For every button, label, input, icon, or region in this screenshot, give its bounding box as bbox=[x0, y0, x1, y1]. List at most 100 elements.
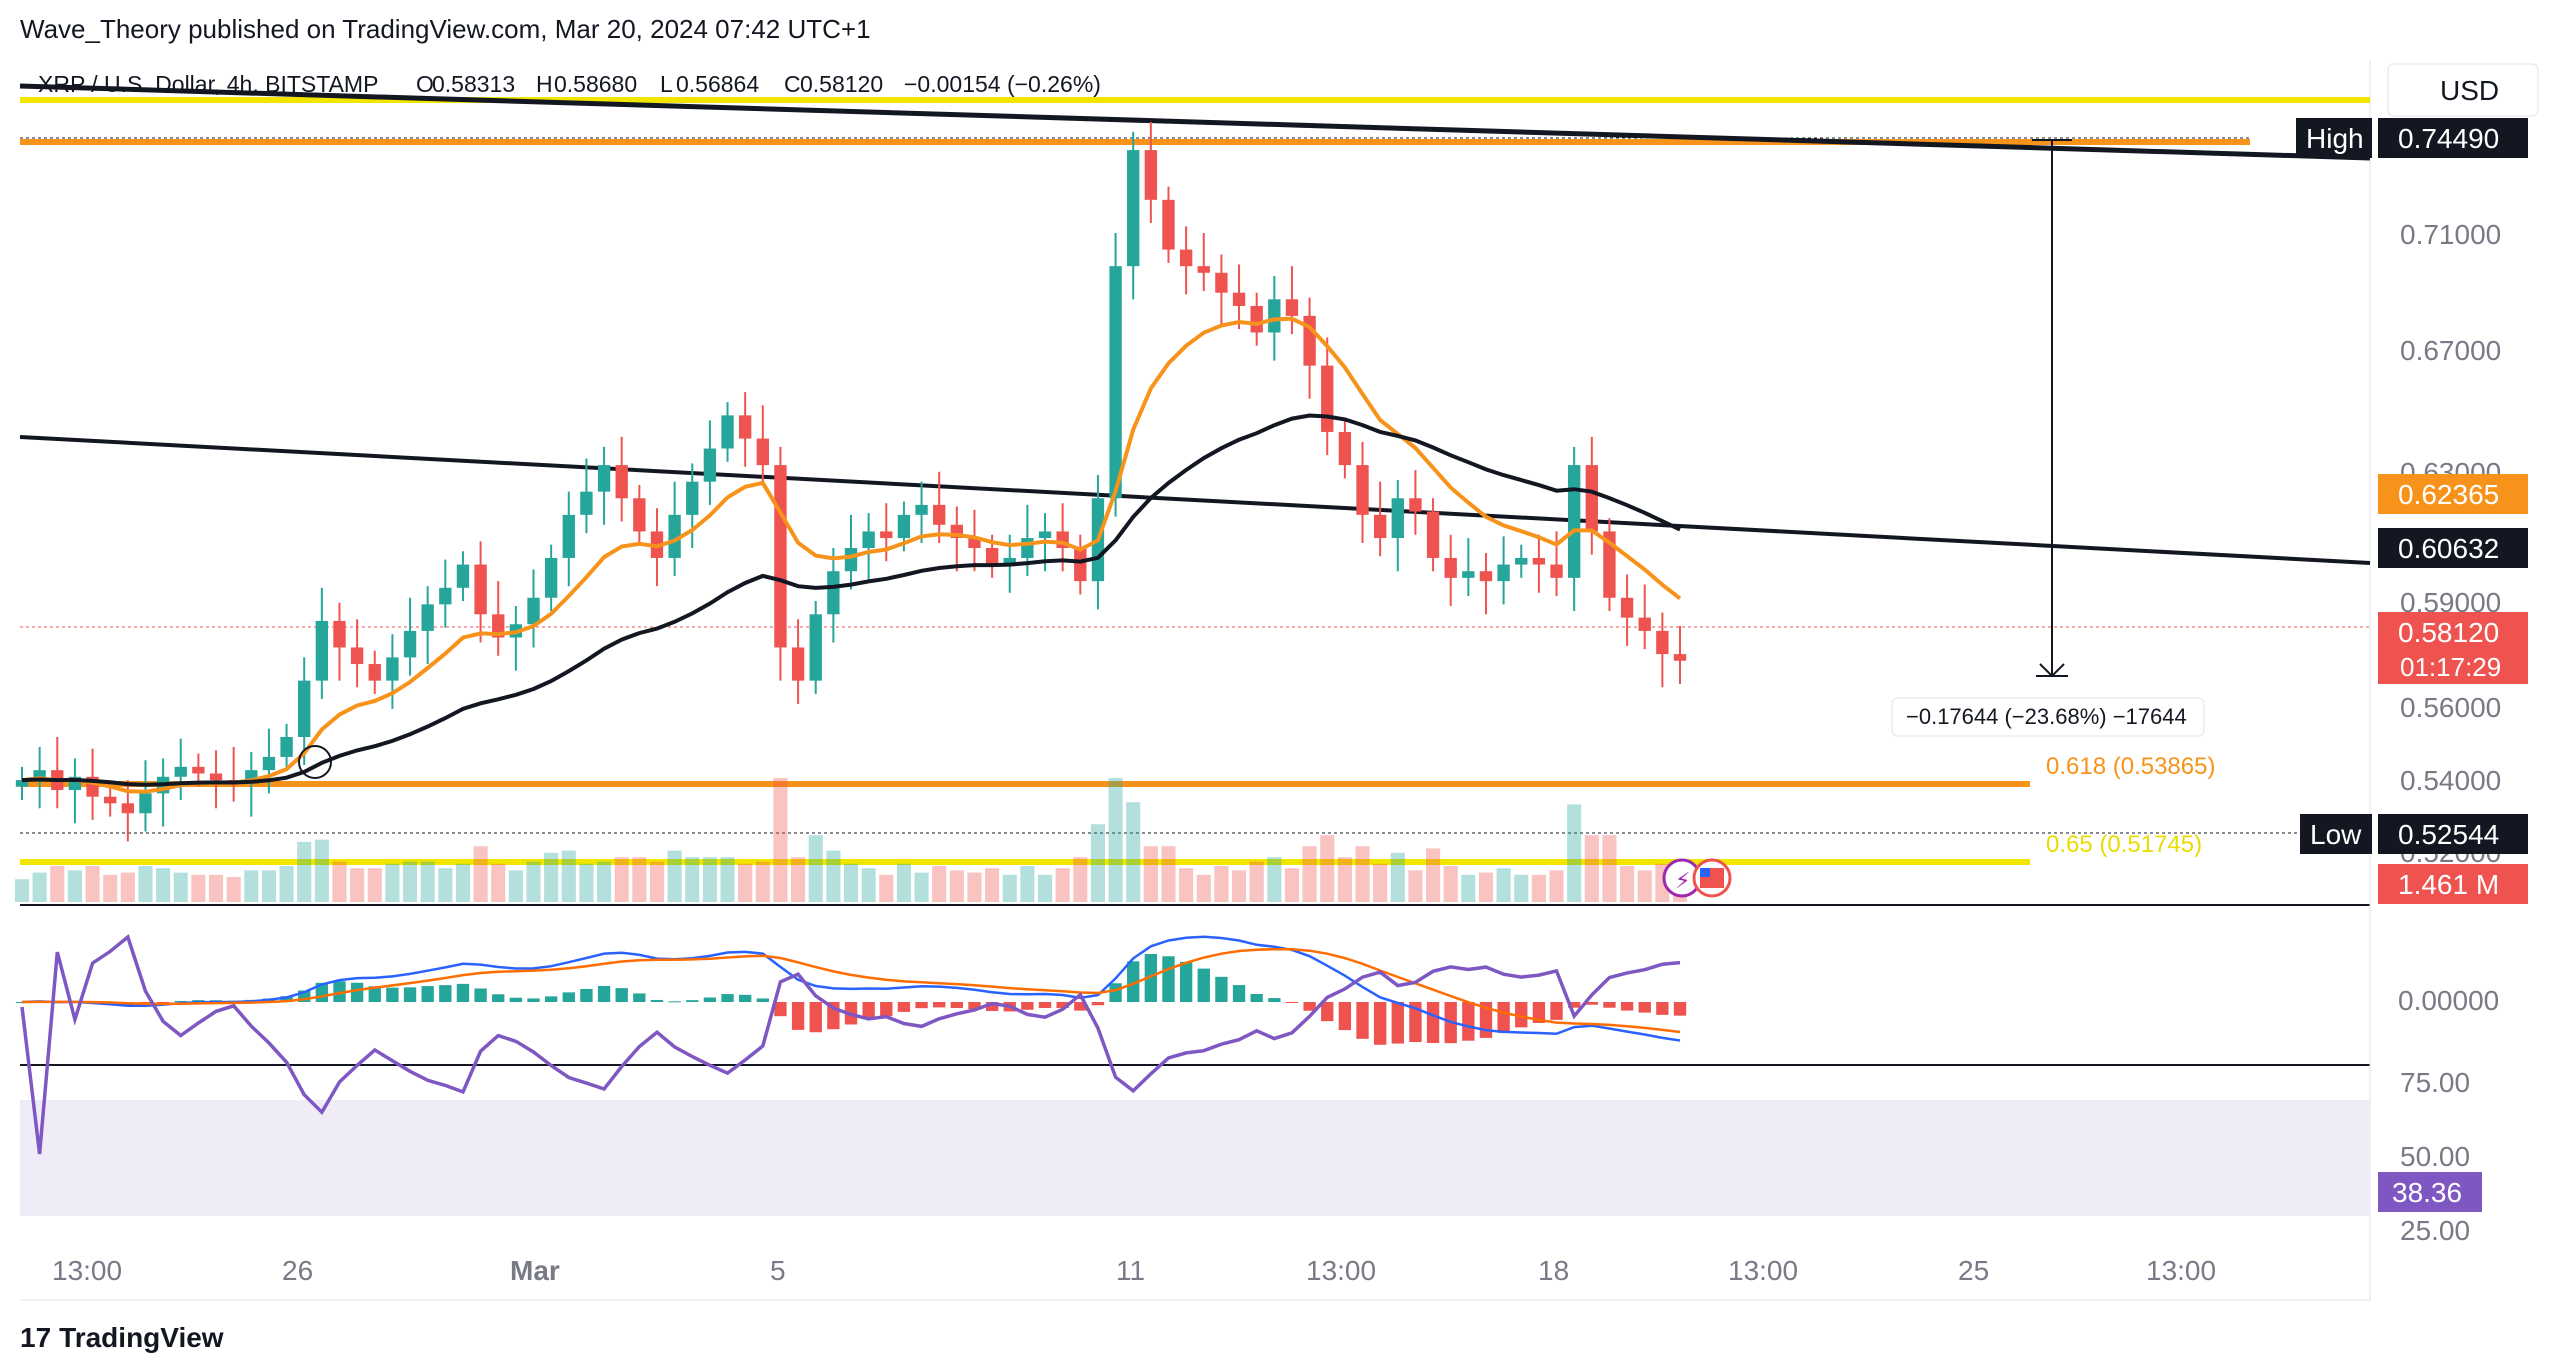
candle-body[interactable] bbox=[1074, 548, 1087, 582]
candle-body[interactable] bbox=[15, 780, 29, 787]
candle-body[interactable] bbox=[703, 448, 717, 482]
candle-body[interactable] bbox=[738, 415, 752, 439]
candle-body[interactable] bbox=[1673, 654, 1687, 661]
candle-body[interactable] bbox=[280, 737, 293, 757]
upper-trendline[interactable] bbox=[19, 83, 2371, 161]
candle-body[interactable] bbox=[721, 415, 734, 449]
candle-body[interactable] bbox=[1356, 465, 1369, 515]
candle-body[interactable] bbox=[33, 770, 46, 781]
candlesticks[interactable] bbox=[15, 121, 1687, 842]
candle-body[interactable] bbox=[209, 773, 223, 781]
macd-hist-bar bbox=[1038, 1002, 1052, 1008]
macd-hist-bar bbox=[985, 1002, 999, 1011]
macd-hist-bar bbox=[1179, 961, 1193, 1002]
candle-body[interactable] bbox=[1603, 531, 1616, 598]
macd-hist-bar bbox=[1515, 1002, 1528, 1028]
candle-body[interactable] bbox=[1268, 299, 1281, 333]
candle-body[interactable] bbox=[1109, 266, 1122, 499]
candle-body[interactable] bbox=[439, 587, 452, 605]
middle-trendline[interactable] bbox=[19, 435, 2371, 565]
candle-body[interactable] bbox=[1144, 150, 1158, 200]
candle-body[interactable] bbox=[1479, 571, 1493, 582]
candle-body[interactable] bbox=[580, 491, 593, 515]
currency-button[interactable] bbox=[2387, 63, 2539, 117]
macd-hist-bar bbox=[580, 988, 593, 1002]
candle-body[interactable] bbox=[421, 604, 434, 631]
candle-body[interactable] bbox=[1215, 272, 1228, 293]
candle-body[interactable] bbox=[756, 438, 769, 466]
candle-body[interactable] bbox=[1426, 511, 1440, 558]
candle-body[interactable] bbox=[1162, 199, 1175, 250]
volume-bar bbox=[1426, 848, 1441, 902]
candle-body[interactable] bbox=[915, 504, 928, 515]
candle-body[interactable] bbox=[333, 620, 346, 648]
candle-body[interactable] bbox=[597, 465, 611, 492]
candle-body[interactable] bbox=[1373, 514, 1387, 539]
candle-body[interactable] bbox=[1003, 557, 1016, 565]
candle-body[interactable] bbox=[897, 514, 911, 539]
price-axis[interactable]: 0.71000 0.67000 0.63000 0.59000 0.56000 … bbox=[2398, 219, 2501, 1246]
candle-body[interactable] bbox=[1585, 465, 1598, 532]
candle-body[interactable] bbox=[1021, 538, 1034, 558]
candle-body[interactable] bbox=[809, 614, 822, 681]
candle-body[interactable] bbox=[403, 630, 417, 658]
candle-body[interactable] bbox=[1550, 564, 1563, 578]
candle-body[interactable] bbox=[474, 564, 487, 615]
candle-body[interactable] bbox=[1038, 531, 1052, 539]
candle-body[interactable] bbox=[880, 531, 893, 539]
candle-body[interactable] bbox=[1620, 597, 1634, 618]
candle-body[interactable] bbox=[104, 796, 117, 804]
candle-body[interactable] bbox=[1656, 630, 1669, 655]
candle-body[interactable] bbox=[791, 647, 805, 681]
candle-body[interactable] bbox=[668, 514, 681, 558]
candle-body[interactable] bbox=[1338, 431, 1352, 466]
candle-body[interactable] bbox=[1444, 557, 1457, 578]
candle-body[interactable] bbox=[262, 756, 276, 771]
candle-body[interactable] bbox=[1197, 266, 1210, 273]
candle-body[interactable] bbox=[1321, 365, 1334, 432]
price-tag-low: Low 0.52544 bbox=[2300, 814, 2528, 854]
candle-body[interactable] bbox=[774, 465, 787, 648]
candle-body[interactable] bbox=[1391, 498, 1404, 539]
candle-body[interactable] bbox=[492, 614, 505, 638]
candle-body[interactable] bbox=[985, 548, 999, 565]
candle-body[interactable] bbox=[174, 766, 187, 777]
candle-body[interactable] bbox=[386, 657, 399, 681]
candle-body[interactable] bbox=[1497, 564, 1510, 582]
candle-body[interactable] bbox=[1179, 249, 1193, 267]
candle-body[interactable] bbox=[139, 793, 152, 814]
candle-body[interactable] bbox=[615, 465, 628, 499]
candle-body[interactable] bbox=[456, 564, 470, 588]
candle-body[interactable] bbox=[192, 766, 205, 774]
candle-body[interactable] bbox=[1638, 617, 1651, 631]
svg-text:0.62365: 0.62365 bbox=[2398, 479, 2499, 510]
candle-body[interactable] bbox=[1567, 465, 1581, 578]
candle-body[interactable] bbox=[1285, 299, 1299, 316]
candle-body[interactable] bbox=[1250, 305, 1263, 333]
candle-body[interactable] bbox=[527, 597, 540, 625]
candle-body[interactable] bbox=[298, 680, 311, 737]
candle-body[interactable] bbox=[368, 664, 381, 681]
candle-body[interactable] bbox=[827, 571, 840, 615]
candle-body[interactable] bbox=[1532, 557, 1546, 565]
candle-body[interactable] bbox=[933, 504, 946, 525]
candle-body[interactable] bbox=[1515, 557, 1528, 565]
candle-body[interactable] bbox=[562, 514, 575, 558]
candle-body[interactable] bbox=[862, 531, 875, 548]
candle-body[interactable] bbox=[315, 620, 329, 681]
macd-hist-bar bbox=[1373, 1002, 1387, 1045]
candle-body[interactable] bbox=[1232, 292, 1246, 306]
candle-body[interactable] bbox=[1409, 498, 1422, 512]
candle-body[interactable] bbox=[350, 647, 364, 665]
candle-body[interactable] bbox=[633, 498, 646, 532]
candle-body[interactable] bbox=[686, 481, 699, 515]
candle-body[interactable] bbox=[1462, 571, 1475, 578]
candle-body[interactable] bbox=[1127, 150, 1140, 267]
candle-body[interactable] bbox=[968, 538, 981, 548]
time-axis[interactable]: 13:00 26 Mar 5 11 13:00 18 13:00 25 13:0… bbox=[52, 1255, 2216, 1286]
candle-body[interactable] bbox=[121, 803, 135, 814]
candle-body[interactable] bbox=[844, 548, 858, 572]
volume-bar bbox=[1037, 874, 1053, 902]
candle-body[interactable] bbox=[544, 557, 558, 598]
